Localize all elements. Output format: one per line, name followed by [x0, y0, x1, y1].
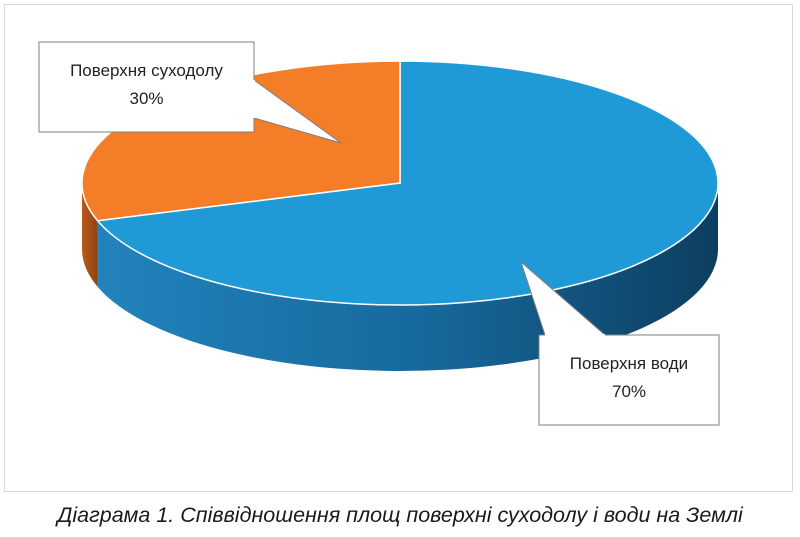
- pie-side-Поверхня суходолу: [82, 183, 98, 287]
- data-label-land-box: [38, 41, 255, 133]
- pie-slice-Поверхня води: [96, 60, 719, 306]
- pie-chart: Поверхня суходолу 30% Поверхня води 70%: [38, 41, 720, 426]
- callout-group: Поверхня суходолу 30% Поверхня води 70%: [38, 41, 720, 426]
- data-label-water-box: [538, 334, 720, 426]
- data-label-water-name: Поверхня води: [570, 354, 688, 373]
- data-label-land-value: 30%: [129, 89, 163, 108]
- figure-caption: Діаграма 1. Співвідношення площ поверхні…: [57, 503, 743, 527]
- data-label-land: Поверхня суходолу 30%: [38, 41, 342, 144]
- data-label-land-name: Поверхня суходолу: [70, 61, 223, 80]
- data-label-water-value: 70%: [612, 382, 646, 401]
- data-label-water: Поверхня води 70%: [519, 260, 720, 426]
